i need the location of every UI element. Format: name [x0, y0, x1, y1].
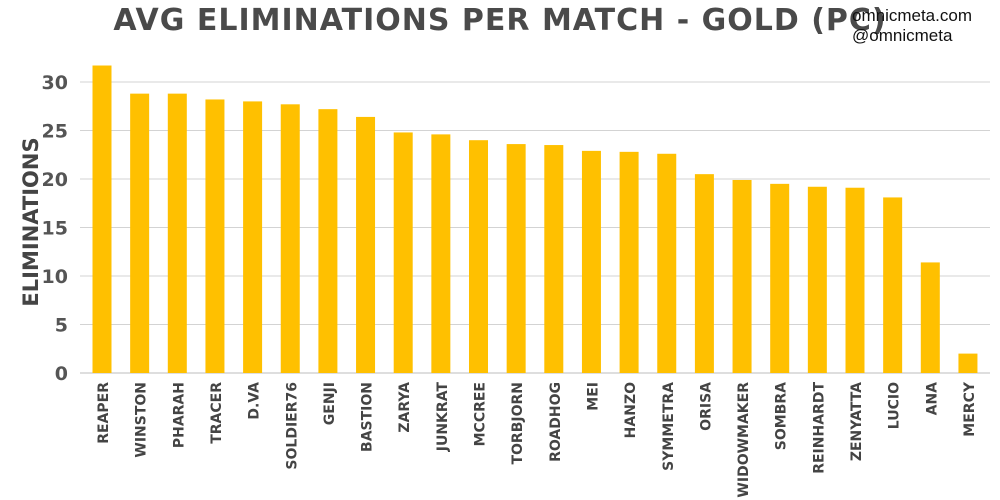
x-tick-label: MCCREE: [473, 382, 489, 446]
bar-pharah: [167, 93, 187, 373]
x-axis-ticks: REAPER WINSTON PHARAH TRACER D.VA SOLDIER76 GE…: [96, 381, 978, 497]
bar-reaper: [92, 65, 112, 373]
bar-d-va: [243, 101, 263, 374]
bar-orisa: [694, 174, 714, 373]
bar-lucio: [883, 197, 903, 373]
y-tick-label: 10: [42, 266, 68, 288]
bar-zarya: [393, 132, 413, 373]
bars: [92, 65, 978, 374]
bar-reinhardt: [807, 186, 827, 373]
x-tick-label: ROADHOG: [548, 382, 564, 462]
bar-mccree: [469, 140, 488, 373]
bar-genji: [318, 109, 338, 373]
y-axis-label: ELIMINATIONS: [19, 137, 43, 306]
watermark-handle: @omnicmeta: [852, 26, 953, 45]
bar-hanzo: [619, 151, 639, 373]
x-tick-label: SOMBRA: [774, 382, 790, 450]
bar-junkrat: [431, 134, 451, 373]
x-tick-label: TRACER: [209, 382, 225, 444]
y-tick-label: 25: [42, 121, 68, 143]
bar-mei: [581, 150, 601, 373]
bar-winston: [130, 93, 150, 373]
y-tick-label: 15: [42, 218, 68, 240]
y-tick-label: 30: [42, 72, 68, 94]
bar-symmetra: [657, 153, 677, 373]
watermark: omnicmeta.com @omnicmeta: [852, 6, 972, 46]
x-tick-label: WINSTON: [134, 382, 150, 458]
x-tick-label: TORBJORN: [510, 382, 526, 465]
bar-tracer: [205, 99, 225, 374]
x-tick-label: ANA: [924, 382, 940, 416]
x-tick-label: PHARAH: [171, 382, 187, 448]
bar-mercy: [958, 353, 978, 373]
y-tick-label: 0: [55, 363, 68, 385]
x-tick-label: ZARYA: [397, 382, 413, 433]
x-tick-label: ZENYATTA: [849, 382, 865, 461]
bar-sombra: [770, 183, 790, 373]
bar-roadhog: [544, 145, 564, 373]
bar-zenyatta: [845, 187, 865, 373]
bar-ana: [920, 262, 940, 373]
y-axis-ticks: 0 5 10 15 20 25 30: [42, 72, 68, 385]
x-tick-label: MERCY: [962, 381, 978, 437]
x-tick-label: REINHARDT: [811, 382, 827, 474]
bar-torbjorn: [506, 144, 526, 373]
watermark-site: omnicmeta.com: [852, 6, 972, 25]
x-tick-label: WIDOWMAKER: [736, 382, 752, 498]
y-tick-label: 5: [55, 315, 68, 337]
x-tick-label: BASTION: [360, 382, 376, 452]
x-tick-label: LUCIO: [887, 382, 903, 429]
bar-bastion: [356, 116, 376, 374]
x-tick-label: D.VA: [247, 382, 263, 420]
chart-title: AVG ELIMINATIONS PER MATCH - GOLD (PC): [113, 3, 886, 38]
x-tick-label: GENJI: [322, 382, 338, 425]
x-tick-label: REAPER: [96, 382, 112, 444]
x-tick-label: SOLDIER76: [284, 382, 300, 470]
x-tick-label: SYMMETRA: [661, 382, 677, 471]
x-tick-label: JUNKRAT: [435, 382, 451, 453]
y-tick-label: 20: [42, 169, 68, 191]
x-tick-label: MEI: [585, 382, 601, 411]
x-tick-label: ORISA: [698, 382, 714, 431]
bar-widowmaker: [732, 179, 752, 373]
bar-soldier76: [280, 104, 300, 373]
x-tick-label: HANZO: [623, 382, 639, 438]
gridlines: [80, 81, 990, 374]
